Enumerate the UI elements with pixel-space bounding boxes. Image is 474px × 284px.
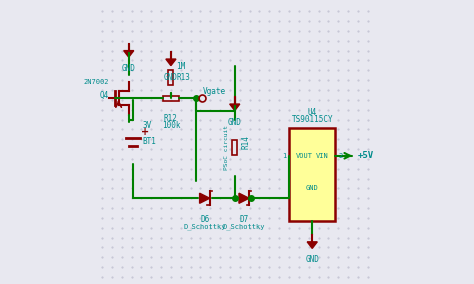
- Polygon shape: [166, 59, 176, 66]
- Text: BT1: BT1: [143, 137, 157, 147]
- Polygon shape: [200, 193, 210, 203]
- Polygon shape: [124, 51, 134, 57]
- Text: R13: R13: [176, 73, 191, 82]
- Text: D6: D6: [200, 215, 210, 224]
- Text: GND: GND: [164, 73, 178, 82]
- Text: VOUT: VOUT: [296, 153, 313, 159]
- Text: PSoC circuit: PSoC circuit: [224, 125, 228, 170]
- Text: D_Schottky: D_Schottky: [183, 224, 226, 230]
- Text: D7: D7: [239, 215, 249, 224]
- Text: TS90115CY: TS90115CY: [292, 115, 333, 124]
- Text: R12: R12: [164, 114, 178, 123]
- Text: +: +: [141, 127, 149, 137]
- Text: R14: R14: [242, 135, 251, 149]
- Text: GND: GND: [122, 64, 136, 73]
- Text: Vgate: Vgate: [203, 87, 227, 96]
- Text: 1M: 1M: [176, 62, 186, 70]
- Polygon shape: [239, 193, 249, 203]
- Text: 1: 1: [282, 153, 286, 159]
- Text: 3V: 3V: [143, 121, 152, 130]
- Text: 2: 2: [338, 153, 343, 159]
- Text: +5V: +5V: [358, 151, 374, 160]
- FancyBboxPatch shape: [289, 128, 336, 221]
- Text: GND: GND: [305, 255, 319, 264]
- Text: 2N7002: 2N7002: [83, 79, 109, 85]
- Text: GND: GND: [228, 118, 242, 127]
- Text: Q4: Q4: [100, 91, 109, 100]
- Text: VIN: VIN: [316, 153, 328, 159]
- Text: D_Schottky: D_Schottky: [223, 224, 265, 230]
- Text: GND: GND: [306, 185, 319, 191]
- Text: 100k: 100k: [162, 121, 180, 130]
- Polygon shape: [230, 104, 240, 110]
- Text: U4: U4: [308, 108, 317, 117]
- Polygon shape: [307, 242, 317, 248]
